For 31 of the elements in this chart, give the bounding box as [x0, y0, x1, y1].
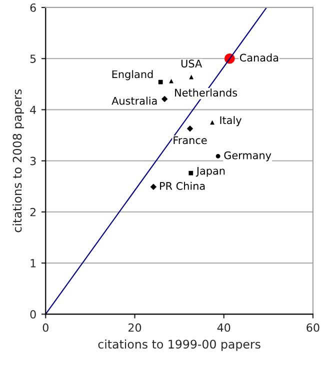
series-label: Italy: [220, 116, 242, 126]
series-label: Canada: [240, 54, 278, 62]
y-tick-label: 2: [30, 208, 36, 216]
x-tick-label: 20: [128, 323, 142, 332]
series-label: Australia: [112, 96, 157, 105]
series-label: USA: [181, 60, 202, 68]
x-axis-title: citations to 1999-00 papers: [98, 339, 260, 351]
point: [158, 80, 163, 84]
point: [186, 126, 194, 132]
y-tick-label: 1: [30, 259, 36, 268]
point: [161, 96, 168, 102]
y-tick-label: 3: [30, 156, 36, 166]
y-axis-title: citations to 2008 papers: [12, 89, 24, 232]
point: [188, 170, 194, 176]
series-label: Germany: [224, 151, 272, 162]
y-tick-label: 6: [30, 3, 36, 12]
point: [169, 78, 174, 84]
series-label: France: [174, 136, 207, 144]
point: [189, 74, 194, 80]
y-tick-label: 0: [30, 310, 36, 319]
x-tick-label: 40: [217, 323, 230, 332]
series-label: England: [112, 70, 153, 80]
y-tick-label: 4: [30, 106, 36, 114]
series-label: Netherlands: [175, 88, 238, 97]
point: [216, 154, 220, 158]
x-tick-label: 0: [42, 323, 48, 332]
series-label: Japan: [196, 166, 225, 177]
series-label: PR China: [160, 182, 205, 190]
point: [150, 184, 157, 190]
y-tick-label: 5: [30, 54, 36, 63]
x-tick-label: 60: [306, 323, 320, 332]
